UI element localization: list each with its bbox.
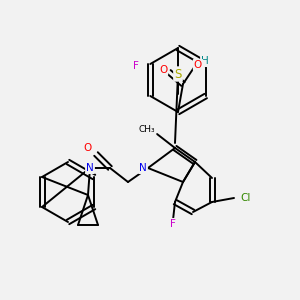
Text: F: F	[133, 61, 139, 71]
Text: F: F	[170, 219, 176, 229]
Text: N: N	[139, 163, 147, 173]
Text: Cl: Cl	[241, 193, 251, 203]
Text: S: S	[174, 68, 182, 80]
Text: O: O	[159, 65, 167, 75]
Text: CH₃: CH₃	[139, 125, 155, 134]
Text: O: O	[84, 143, 92, 153]
Text: N: N	[86, 163, 94, 173]
Text: H: H	[201, 56, 209, 66]
Text: O: O	[194, 60, 202, 70]
